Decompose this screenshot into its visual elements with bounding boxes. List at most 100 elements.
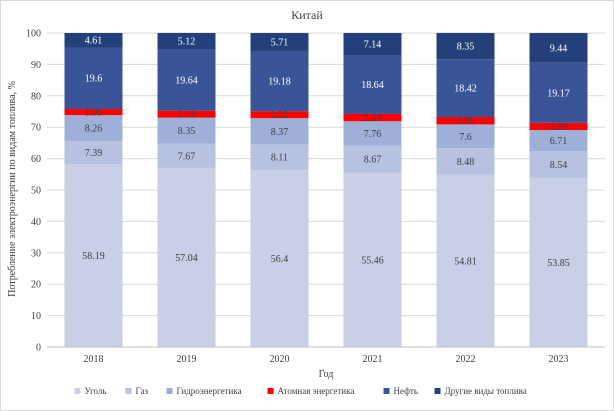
data-label: 9.44 [550,43,568,54]
bar-segment [157,167,216,347]
bar-segment [64,47,123,110]
data-label: 7.14 [364,40,382,51]
bar-segment [436,32,495,60]
legend-swatch [125,388,132,394]
legend: Уголь Газ Гидроэнергетика Атомная энергетик… [74,386,527,396]
y-tick-label: 40 [31,217,41,228]
data-label: 2.19 [178,110,196,121]
data-label: 7.76 [364,129,382,140]
gridlines [47,32,605,348]
bar-segment [250,169,309,347]
bar-segment [343,55,402,114]
data-label: 5.71 [271,37,289,48]
legend-swatch [434,388,441,394]
chart-title: Китай [291,8,323,22]
bar-segment [343,33,402,56]
bar-segment [529,122,588,131]
bar-segment [529,130,588,152]
bars: 58.19 7.39 8.26 1.95 19.6 4.61 57.04 7.67 8.35 2.… [64,32,588,347]
bar-segment [529,177,588,347]
legend-swatch [267,388,274,394]
data-label: 2.22 [271,110,289,121]
y-tick-label: 30 [31,248,41,259]
bar-segment [343,172,402,347]
legend-label: Другие виды топлива [445,386,527,396]
x-tick-label: 2022 [456,354,476,365]
data-label: 2.28 [550,122,568,133]
bar-segment [436,124,495,149]
bar-segment [157,32,216,50]
bar-segment [250,33,309,51]
data-label: 18.42 [454,84,477,95]
y-tick-label: 0 [36,343,41,354]
bar-segment [343,145,402,173]
y-axis-title: Потребление электроэнергии по видам топл… [7,81,18,297]
data-label: 8.35 [457,42,475,53]
bar-segment [157,143,216,168]
data-label: 57.04 [175,253,198,264]
bar-segment [436,174,495,347]
bar-segment [529,62,588,123]
bar-segment [64,109,123,116]
bar-segment [529,33,588,63]
y-tick-label: 60 [31,154,41,165]
y-tick-label: 100 [26,29,41,40]
axes: 0 10 20 30 40 50 60 70 80 90 100 2018 2019 2020 2021 20… [26,29,605,365]
x-axis-title: Год [319,369,334,380]
bar-segment [157,117,216,144]
data-label: 8.48 [457,157,475,168]
data-label: 53.85 [547,258,570,269]
x-tick-label: 2021 [363,354,383,365]
data-label: 6.71 [550,136,568,147]
legend-label: Газ [136,386,149,396]
data-label: 19.18 [268,77,291,88]
bar-segment [250,144,309,170]
data-label: 1.95 [85,108,103,119]
x-tick-label: 2018 [84,354,104,365]
bar-segment [343,121,402,146]
bar-segment [64,33,123,48]
bar-segment [343,113,402,122]
x-tick-label: 2019 [177,354,197,365]
data-label: 18.64 [361,80,384,91]
bar-segment [436,117,495,125]
data-label: 8.54 [550,160,568,171]
data-label: 7.67 [178,151,196,162]
y-tick-label: 20 [31,280,41,291]
legend-label: Гидроэнергетика [177,386,242,396]
bar-segment [436,148,495,175]
data-label: 7.39 [85,148,103,159]
data-label: 5.12 [178,37,196,48]
y-tick-label: 10 [31,311,41,322]
legend-label: Атомная энергетика [278,386,355,396]
legend-label: Уголь [85,386,107,396]
x-tick-label: 2020 [270,354,290,365]
bar-segment [529,151,588,178]
data-label: 54.81 [454,256,477,267]
bar-segment [64,115,123,142]
data-label: 2.35 [457,116,475,127]
data-label: 8.37 [271,127,289,138]
data-label: 2.33 [364,113,382,124]
bar-segment [157,49,216,111]
data-label: 7.6 [459,132,472,143]
data-label: 19.64 [175,75,198,86]
data-label: 8.35 [178,126,196,137]
x-tick-label: 2023 [549,354,569,365]
y-tick-label: 50 [31,186,41,197]
data-label: 55.46 [361,255,384,266]
legend-swatch [166,388,173,394]
data-label: 8.26 [85,124,103,135]
bar-segment [250,118,309,145]
bar-segment [250,111,309,119]
bar-segment [157,110,216,118]
data-label: 56.4 [271,254,289,265]
bar-segment [64,164,123,347]
y-tick-label: 70 [31,123,41,134]
bar-segment [436,59,495,118]
legend-swatch [383,388,390,394]
data-label: 19.17 [547,88,570,99]
bar-segment [250,50,309,112]
y-tick-label: 80 [31,91,41,102]
